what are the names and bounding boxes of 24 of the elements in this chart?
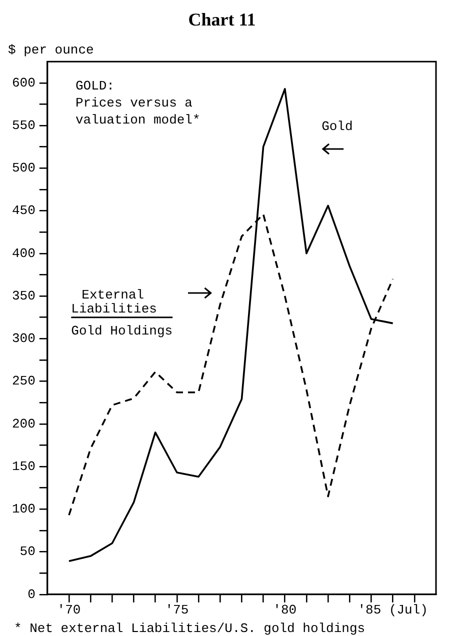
y-tick-label: 150 xyxy=(12,458,36,474)
chart-title: Chart 11 xyxy=(188,9,256,30)
y-axis-title: $ per ounce xyxy=(8,42,94,58)
x-tick-label: '70 xyxy=(57,602,81,618)
y-tick-label: 350 xyxy=(12,288,36,304)
y-tick-label: 0 xyxy=(28,586,36,602)
annotation: External Liabilities xyxy=(71,287,157,316)
y-tick-label: 600 xyxy=(12,75,36,90)
x-tick-label: '75 xyxy=(165,602,189,618)
y-tick-label: 500 xyxy=(12,160,36,176)
y-tick-label: 100 xyxy=(12,502,36,517)
y-tick-label: 200 xyxy=(12,416,36,432)
y-tick-label: 400 xyxy=(12,246,36,261)
y-tick-label: 300 xyxy=(12,331,36,346)
y-tick-label: 550 xyxy=(12,118,36,133)
y-tick-label: 250 xyxy=(12,374,36,389)
y-tick-label: 450 xyxy=(12,203,36,218)
text: * Net external Liabilities/U.S. gold holdings xyxy=(14,621,366,636)
x-tick-label: '80 xyxy=(273,602,297,618)
annotation: GOLD: Prices versus a valuation model* xyxy=(75,78,200,128)
annotation: Gold xyxy=(322,118,353,134)
x-tick-label: '85 (Jul) xyxy=(358,602,428,618)
y-tick-label: 50 xyxy=(20,544,36,560)
annotation: Gold Holdings xyxy=(71,323,173,338)
